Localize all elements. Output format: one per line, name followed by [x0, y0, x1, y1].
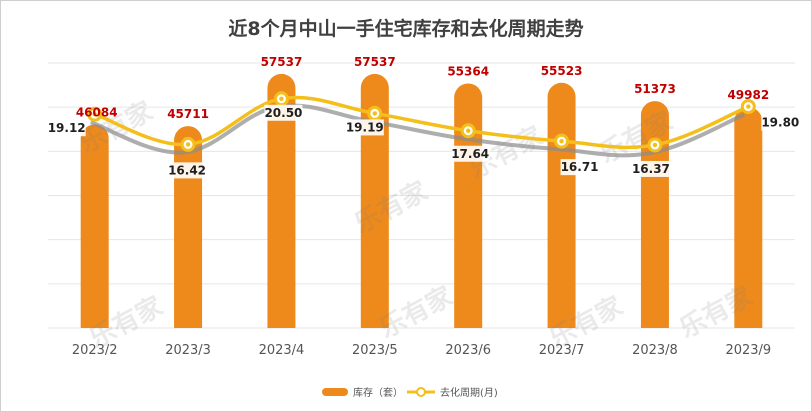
bar-value-label: 55364: [447, 64, 489, 78]
bar-value-label: 51373: [634, 82, 676, 96]
bar: [267, 73, 296, 328]
line-label-box: [560, 159, 599, 176]
data-labels: 46084 45711 57537 57537 55364 55523 51373 49982…: [47, 55, 800, 179]
line-point-center: [652, 142, 658, 148]
bar-value-label: 57537: [261, 55, 303, 69]
bar: [360, 73, 389, 328]
line-point-center: [559, 138, 564, 144]
bar: [547, 82, 576, 329]
x-tick-label: 2023/9: [725, 343, 771, 358]
chart-title: 近8个月中山一手住宅库存和去化周期走势: [228, 18, 584, 40]
line-label-box: [451, 145, 490, 162]
line-value-label: 19.19: [346, 120, 384, 134]
legend-bar-label: 库存（套）: [353, 386, 403, 399]
bar-value-label: 57537: [354, 55, 396, 69]
line-value-label: 19.80: [761, 116, 799, 130]
bar-value-label: 46084: [76, 105, 118, 119]
line-value-label: 16.42: [168, 163, 206, 177]
bar: [174, 126, 203, 328]
line-value-label: 16.37: [632, 162, 670, 176]
line-value-label: 19.12: [48, 121, 86, 135]
line-series: [87, 91, 756, 158]
legend-line-marker: [416, 387, 426, 397]
x-tick-label: 2023/5: [352, 343, 398, 358]
line-point-center: [465, 128, 471, 133]
watermark-logo: 乐有家: [674, 280, 757, 344]
line-value-label: 17.64: [451, 147, 489, 161]
line-point-center: [279, 96, 284, 101]
legend-bar-swatch: [322, 388, 348, 396]
x-tick-label: 2023/7: [539, 343, 585, 358]
line-label-box: [631, 160, 670, 177]
legend: 库存（套） 去化周期(月): [322, 386, 498, 399]
x-axis-tick-labels: 2023/2 2023/3 2023/4 2023/5 2023/6 2023/7 2023…: [72, 343, 771, 358]
line-label-box: [168, 162, 207, 179]
bar-value-label: 49982: [727, 88, 769, 102]
line-point-center: [92, 112, 97, 117]
line-label-box: [47, 120, 86, 137]
x-tick-label: 2023/8: [632, 343, 678, 358]
line-point-center: [372, 111, 378, 116]
line-value-label: 16.71: [561, 160, 599, 174]
bar-value-label: 45711: [167, 107, 209, 121]
line-point-center: [185, 142, 191, 147]
x-tick-label: 2023/4: [259, 343, 305, 358]
legend-line-label: 去化周期(月): [440, 386, 498, 399]
bar: [454, 83, 483, 328]
bar-series: [80, 73, 763, 329]
bar: [734, 107, 763, 328]
bar-value-label: 55523: [541, 64, 583, 78]
line-label-box: [345, 119, 384, 136]
line-value-label: 20.50: [264, 106, 302, 120]
line-point-center: [746, 104, 751, 109]
line-label-box: [264, 104, 303, 121]
line-label-box: [761, 114, 800, 131]
x-tick-label: 2023/2: [72, 343, 118, 358]
bar: [80, 124, 109, 328]
bar: [640, 101, 669, 328]
x-tick-label: 2023/6: [445, 343, 491, 358]
x-tick-label: 2023/3: [165, 343, 211, 358]
